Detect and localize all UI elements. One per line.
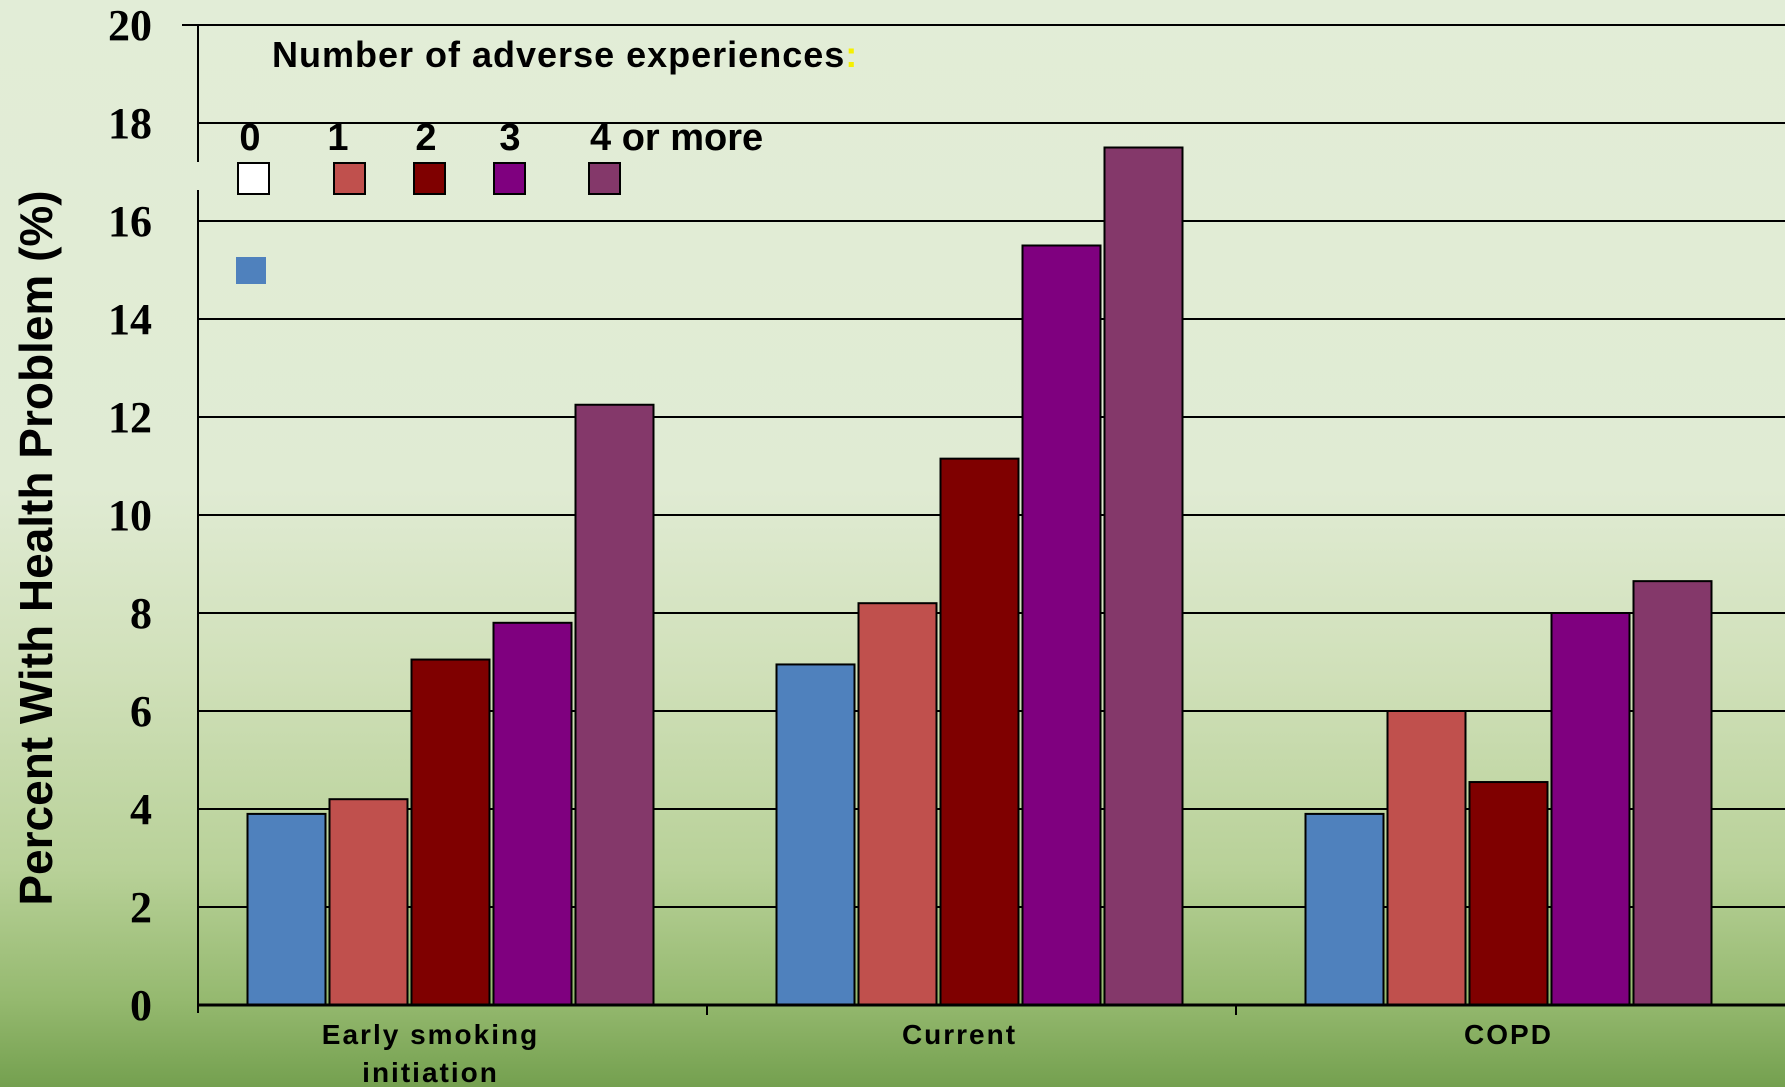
bar: [1021, 244, 1102, 1006]
bar: [492, 621, 573, 1006]
x-tick-label: initiation: [362, 1057, 499, 1087]
legend-label: 4 or more: [590, 117, 763, 159]
legend-swatch: [588, 162, 621, 195]
bar: [1304, 812, 1385, 1007]
y-tick-label: 18: [108, 99, 152, 148]
legend-swatch: [333, 162, 366, 195]
y-tick-label: 2: [130, 883, 152, 932]
bar: [1632, 580, 1713, 1007]
bar: [1103, 146, 1184, 1006]
bar: [328, 798, 409, 1007]
legend: Number of adverse experiences: 0 1 2 3 4 or …: [236, 34, 858, 284]
x-tick-label: Early smoking: [322, 1019, 539, 1050]
y-tick-label: 20: [108, 1, 152, 50]
bar: [410, 658, 491, 1006]
legend-swatch: [493, 162, 526, 195]
legend-title: Number of adverse experiences:: [272, 34, 858, 75]
y-tick-label: 4: [130, 785, 152, 834]
y-tick-label: 6: [130, 687, 152, 736]
x-tick-label: COPD: [1464, 1019, 1553, 1050]
y-axis-label: Percent With Health Problem (%): [10, 190, 62, 905]
bar: [1386, 710, 1467, 1006]
legend-swatch: [237, 162, 270, 195]
bar: [775, 663, 856, 1006]
legend-label: 3: [499, 117, 520, 159]
legend-label: 1: [327, 117, 348, 159]
legend-label: 0: [239, 117, 260, 159]
legend-swatch: [236, 257, 266, 284]
y-tick-label: 10: [108, 491, 152, 540]
x-tick-label: Current: [902, 1019, 1017, 1050]
bar: [939, 457, 1020, 1006]
legend-swatch: [413, 162, 446, 195]
legend-label: 2: [415, 117, 436, 159]
y-tick-label: 12: [108, 393, 152, 442]
y-tick-label: 8: [130, 589, 152, 638]
bar: [1468, 781, 1549, 1006]
bar: [1550, 612, 1631, 1006]
y-tick-label: 16: [108, 197, 152, 246]
bar: [246, 812, 327, 1007]
y-tick-label: 14: [108, 295, 152, 344]
bar: [574, 403, 655, 1006]
bar: [857, 602, 938, 1006]
y-tick-label: 0: [130, 981, 152, 1030]
bars: [246, 146, 1713, 1007]
